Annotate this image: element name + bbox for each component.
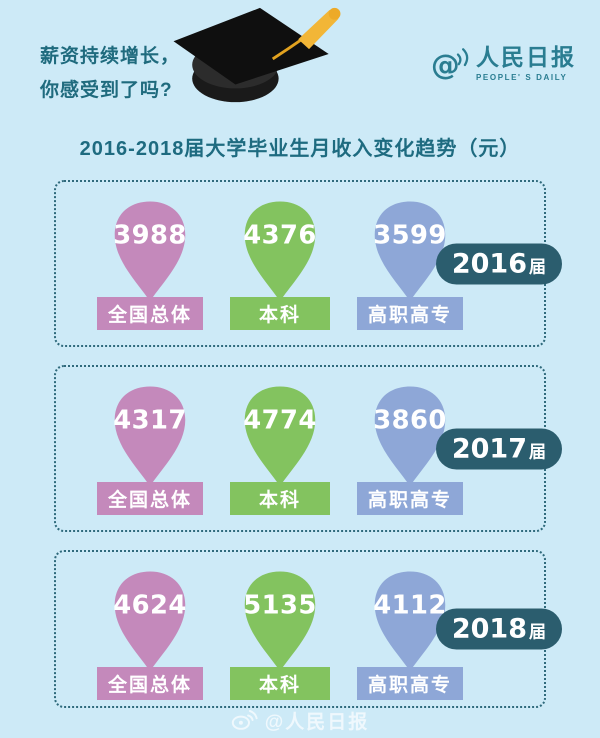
pin-value: 4624 xyxy=(113,591,187,621)
graduation-cap-icon xyxy=(173,7,341,103)
balloon-pin-icon: 5135 xyxy=(243,571,317,672)
pin-label: 本科 xyxy=(230,667,330,700)
badge-year: 2016 xyxy=(451,248,527,279)
pin-vocational: 3860 高职高专 xyxy=(350,382,470,515)
balloon-shape xyxy=(374,386,446,487)
pin-vocational: 4112 高职高专 xyxy=(350,567,470,700)
year-badge-2017: 2017 届 xyxy=(435,428,562,469)
logo-text: 人民日报 PEOPLE' S DAILY xyxy=(476,44,576,83)
balloon-pin-icon: 4774 xyxy=(243,386,317,487)
pin-value: 3860 xyxy=(373,406,447,436)
balloon-pin-icon: 4624 xyxy=(113,571,187,672)
balloon-shape xyxy=(374,571,446,672)
tagline-line2: 你感受到了吗? xyxy=(40,80,173,102)
balloon-shape xyxy=(244,201,316,302)
pin-value: 4376 xyxy=(243,221,317,251)
pin-value: 5135 xyxy=(243,591,317,621)
pin-bachelor: 4376 本科 xyxy=(220,197,340,330)
pin-label: 全国总体 xyxy=(96,482,203,515)
group-2018: 4624 全国总体 5135 本科 4112 高职高专 2018 届 xyxy=(54,550,562,708)
balloon-shape xyxy=(114,201,186,302)
pin-vocational: 3599 高职高专 xyxy=(350,197,470,330)
pin-label: 全国总体 xyxy=(96,297,203,330)
year-badge-2018: 2018 届 xyxy=(435,608,562,650)
logo-subtitle: PEOPLE' S DAILY xyxy=(476,73,568,82)
pin-label: 高职高专 xyxy=(356,667,463,700)
pin-value: 4317 xyxy=(113,406,187,436)
balloon-pin-icon: 3988 xyxy=(113,201,187,302)
at-symbol: @ xyxy=(431,48,460,82)
pins-row: 4317 全国总体 4774 本科 3860 高职高专 xyxy=(56,367,544,515)
balloon-shape xyxy=(244,386,316,487)
balloon-pin-icon: 4376 xyxy=(243,201,317,302)
group-2017: 4317 全国总体 4774 本科 3860 高职高专 2017 届 xyxy=(54,365,562,532)
balloon-shape xyxy=(114,386,186,487)
pin-value: 3988 xyxy=(113,221,187,251)
group-2016: 3988 全国总体 4376 本科 3599 高职高专 2016 届 xyxy=(54,180,562,347)
balloon-shape xyxy=(374,201,446,302)
balloon-pin-icon: 3599 xyxy=(373,201,447,302)
weibo-icon xyxy=(231,710,258,730)
pin-label: 全国总体 xyxy=(96,667,203,700)
pin-bachelor: 4774 本科 xyxy=(220,382,340,515)
balloon-pin-icon: 3860 xyxy=(373,386,447,487)
badge-year: 2017 xyxy=(451,433,527,464)
balloon-pin-icon: 4112 xyxy=(373,571,447,672)
tagline: 薪资持续增长， 你感受到了吗? xyxy=(40,40,180,108)
pins-row: 4624 全国总体 5135 本科 4112 高职高专 xyxy=(56,552,544,700)
chart-title: 2016-2018届大学毕业生月收入变化趋势（元） xyxy=(79,138,521,160)
badge-year: 2018 xyxy=(451,613,527,645)
watermark-text: @人民日报 xyxy=(264,711,370,733)
peoples-daily-logo: @ 人民日报 PEOPLE' S DAILY xyxy=(431,46,576,84)
pin-value: 4774 xyxy=(243,406,317,436)
pin-national-total: 4317 全国总体 xyxy=(90,382,210,515)
badge-suffix: 届 xyxy=(529,442,546,461)
pins-row: 3988 全国总体 4376 本科 3599 高职高专 xyxy=(56,182,544,330)
pin-label: 高职高专 xyxy=(356,297,463,330)
at-weibo-logo-icon: @ xyxy=(431,48,469,82)
pin-label: 高职高专 xyxy=(356,482,463,515)
pin-value: 3599 xyxy=(373,221,447,251)
balloon-shape xyxy=(114,571,186,672)
pin-national-total: 4624 全国总体 xyxy=(90,567,210,700)
pin-label: 本科 xyxy=(230,297,330,330)
balloon-pin-icon: 4317 xyxy=(113,386,187,487)
pin-label: 本科 xyxy=(230,482,330,515)
pin-value: 4112 xyxy=(373,591,447,621)
year-badge-2016: 2016 届 xyxy=(435,243,562,284)
badge-suffix: 届 xyxy=(529,622,546,642)
balloon-shape xyxy=(244,571,316,672)
watermark: @人民日报 xyxy=(0,704,600,736)
badge-suffix: 届 xyxy=(529,257,546,276)
logo-name: 人民日报 xyxy=(476,44,576,70)
pin-bachelor: 5135 本科 xyxy=(220,567,340,700)
tagline-line1: 薪资持续增长， xyxy=(40,46,181,67)
pin-national-total: 3988 全国总体 xyxy=(90,197,210,330)
